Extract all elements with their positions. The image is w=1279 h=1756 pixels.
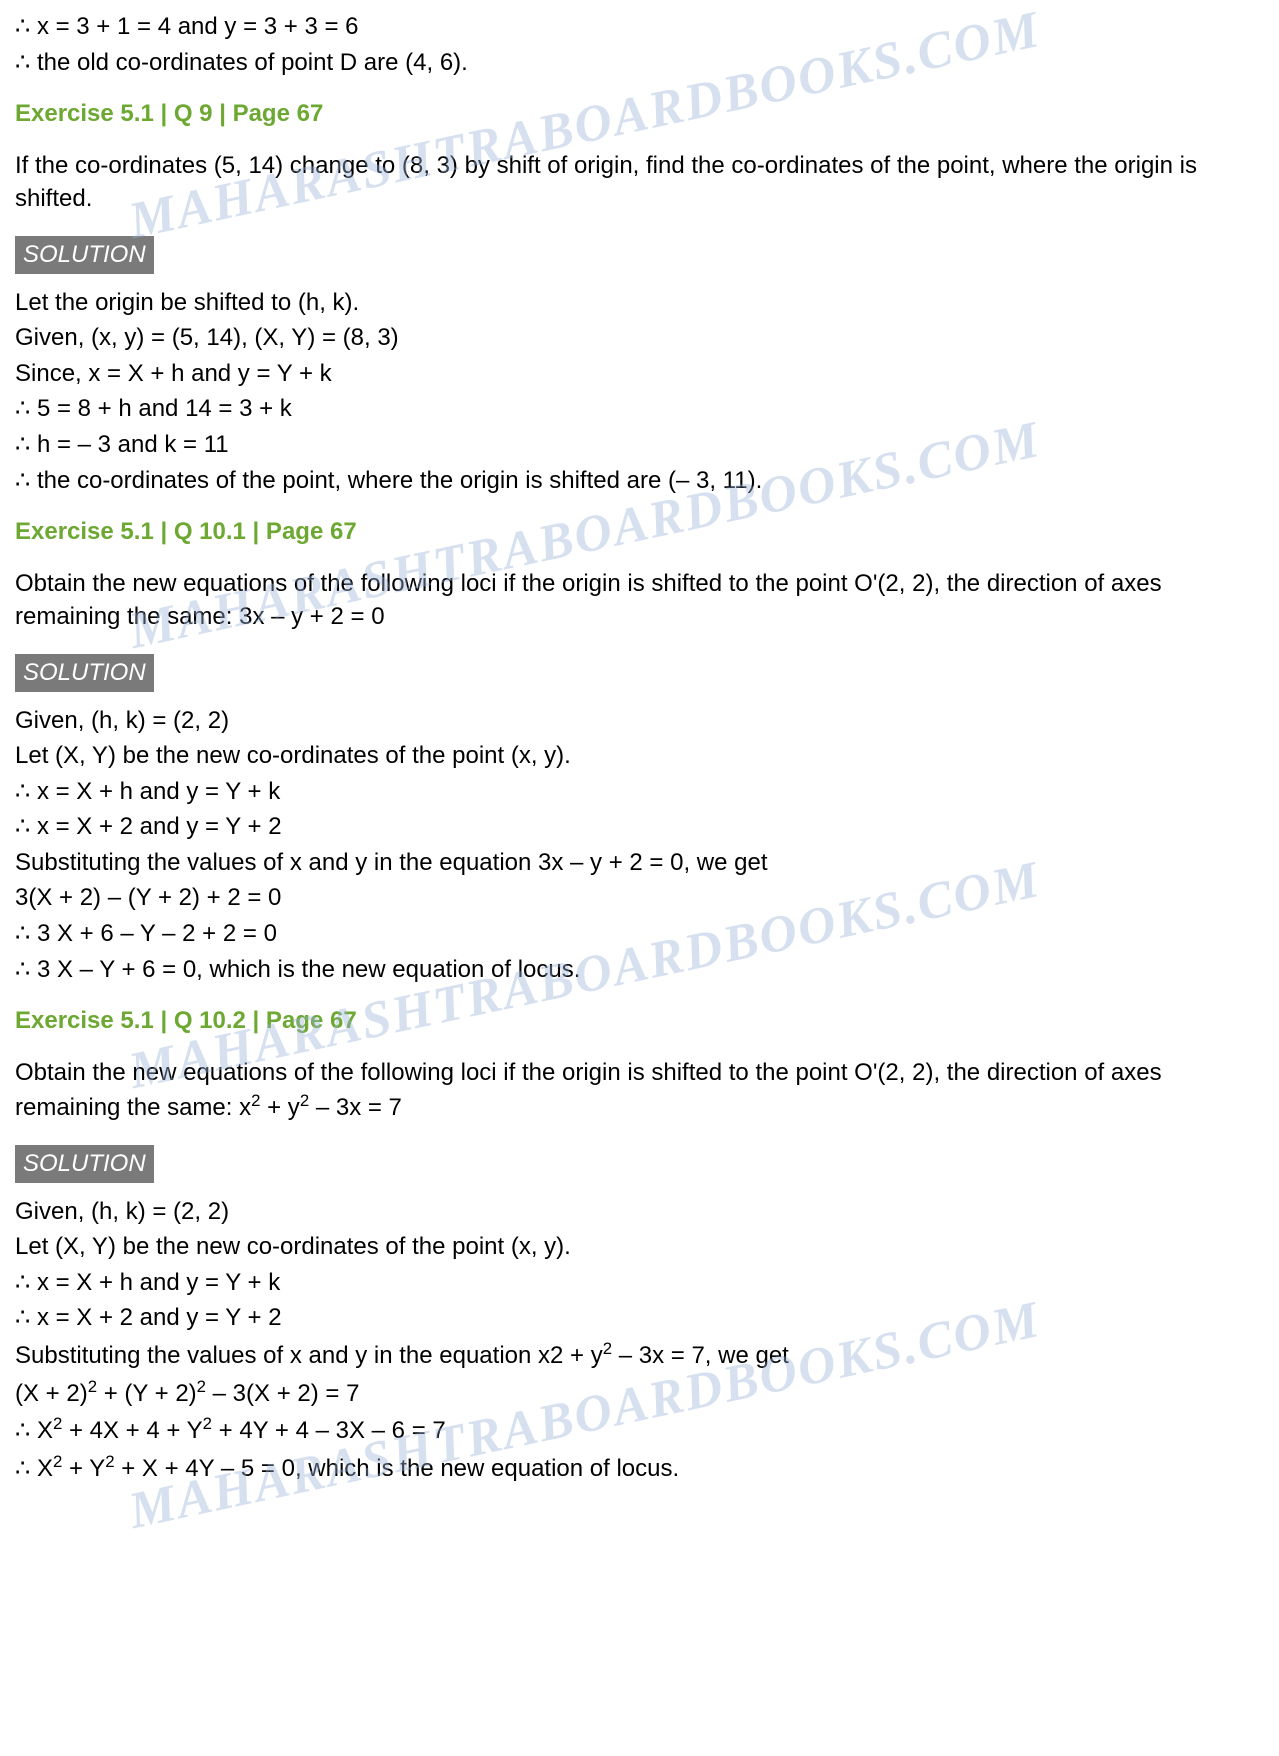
solution-q10-2-line-4: ∴ x = X + 2 and y = Y + 2 bbox=[15, 1301, 1264, 1335]
solution-q10-2-line-6: (X + 2)2 + (Y + 2)2 – 3(X + 2) = 7 bbox=[15, 1375, 1264, 1411]
solution-q10-1-line-4: ∴ x = X + 2 and y = Y + 2 bbox=[15, 810, 1264, 844]
solution-q10-2-line-1: Given, (h, k) = (2, 2) bbox=[15, 1195, 1264, 1229]
solution-q9-line-1: Let the origin be shifted to (h, k). bbox=[15, 286, 1264, 320]
solution-label-q9: SOLUTION bbox=[15, 236, 154, 274]
solution-label-q10-2: SOLUTION bbox=[15, 1145, 154, 1183]
solution-q10-1-line-3: ∴ x = X + h and y = Y + k bbox=[15, 775, 1264, 809]
solution-label-q10-1: SOLUTION bbox=[15, 654, 154, 692]
solution-q10-2-line-8: ∴ X2 + Y2 + X + 4Y – 5 = 0, which is the… bbox=[15, 1450, 1264, 1486]
question-q10-2: Obtain the new equations of the followin… bbox=[15, 1056, 1264, 1125]
solution-q10-2-line-5: Substituting the values of x and y in th… bbox=[15, 1337, 1264, 1373]
solution-q10-1-line-1: Given, (h, k) = (2, 2) bbox=[15, 704, 1264, 738]
exercise-heading-q9: Exercise 5.1 | Q 9 | Page 67 bbox=[15, 97, 1264, 131]
solution-q10-1-line-2: Let (X, Y) be the new co-ordinates of th… bbox=[15, 739, 1264, 773]
solution-q10-2-line-7: ∴ X2 + 4X + 4 + Y2 + 4Y + 4 – 3X – 6 = 7 bbox=[15, 1412, 1264, 1448]
question-q9: If the co-ordinates (5, 14) change to (8… bbox=[15, 149, 1264, 216]
intro-line-1: ∴ x = 3 + 1 = 4 and y = 3 + 3 = 6 bbox=[15, 10, 1264, 44]
solution-q9-line-6: ∴ the co-ordinates of the point, where t… bbox=[15, 464, 1264, 498]
solution-q9-line-5: ∴ h = – 3 and k = 11 bbox=[15, 428, 1264, 462]
solution-q10-1-line-8: ∴ 3 X – Y + 6 = 0, which is the new equa… bbox=[15, 953, 1264, 987]
solution-q9-line-4: ∴ 5 = 8 + h and 14 = 3 + k bbox=[15, 392, 1264, 426]
question-q10-1: Obtain the new equations of the followin… bbox=[15, 567, 1264, 634]
solution-q10-1-line-6: 3(X + 2) – (Y + 2) + 2 = 0 bbox=[15, 881, 1264, 915]
exercise-heading-q10-1: Exercise 5.1 | Q 10.1 | Page 67 bbox=[15, 515, 1264, 549]
intro-line-2: ∴ the old co-ordinates of point D are (4… bbox=[15, 46, 1264, 80]
solution-q10-2-line-2: Let (X, Y) be the new co-ordinates of th… bbox=[15, 1230, 1264, 1264]
solution-q10-2-line-3: ∴ x = X + h and y = Y + k bbox=[15, 1266, 1264, 1300]
exercise-heading-q10-2: Exercise 5.1 | Q 10.2 | Page 67 bbox=[15, 1004, 1264, 1038]
solution-q10-1-line-5: Substituting the values of x and y in th… bbox=[15, 846, 1264, 880]
solution-q10-1-line-7: ∴ 3 X + 6 – Y – 2 + 2 = 0 bbox=[15, 917, 1264, 951]
solution-q9-line-3: Since, x = X + h and y = Y + k bbox=[15, 357, 1264, 391]
solution-q9-line-2: Given, (x, y) = (5, 14), (X, Y) = (8, 3) bbox=[15, 321, 1264, 355]
